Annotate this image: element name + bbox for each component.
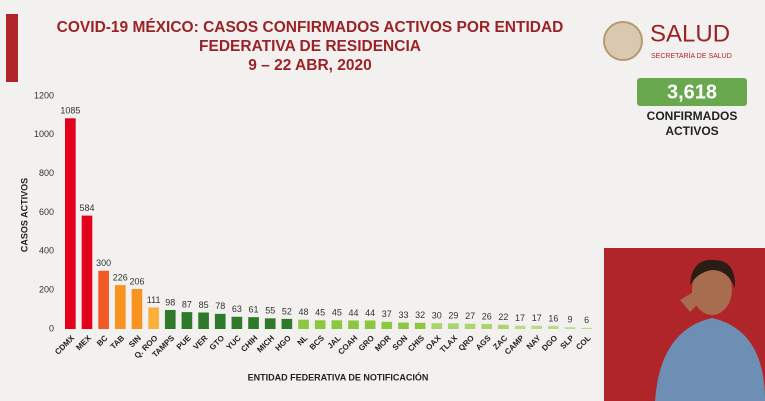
accent-bar [6, 14, 18, 82]
bar [514, 325, 526, 329]
data-label: 206 [129, 276, 144, 286]
data-label: 45 [315, 308, 325, 318]
data-label: 63 [232, 304, 242, 314]
bar [148, 307, 159, 329]
data-label: 30 [432, 311, 442, 321]
bar [381, 321, 393, 329]
data-label: 87 [182, 299, 192, 309]
data-label: 85 [199, 300, 209, 310]
bar [114, 285, 126, 329]
y-tick-label: 600 [39, 207, 54, 217]
badge-caption: CONFIRMADOS [647, 109, 738, 123]
brand: SALUD [650, 20, 730, 47]
x-axis-label: ENTIDAD FEDERATIVA DE NOTIFICACIÓN [248, 371, 429, 382]
data-label: 17 [515, 313, 525, 323]
interpreter-head [692, 265, 732, 315]
data-label: 55 [265, 306, 275, 316]
bar [564, 327, 576, 329]
bar [498, 324, 509, 329]
bar [81, 215, 93, 329]
data-label: 26 [482, 311, 492, 321]
data-label: 584 [79, 203, 94, 213]
data-label: 45 [332, 308, 342, 318]
bar [464, 323, 476, 329]
interpreter-body [655, 318, 765, 401]
badge-value: 3,618 [667, 81, 717, 103]
bar [481, 323, 493, 329]
data-label: 16 [548, 313, 558, 323]
bar [448, 323, 459, 329]
bar [248, 317, 259, 329]
logo-emblem [603, 21, 643, 61]
data-label: 22 [498, 312, 508, 322]
chart-title: FEDERATIVA DE RESIDENCIA [199, 38, 421, 55]
data-label: 29 [448, 311, 458, 321]
data-label: 44 [348, 308, 358, 318]
bar [281, 318, 293, 329]
bar [198, 312, 209, 329]
brand-sub: SECRETARÍA DE SALUD [651, 51, 732, 60]
bar [331, 320, 343, 329]
bar [98, 270, 109, 329]
interpreter [604, 248, 765, 401]
data-label: 17 [532, 313, 542, 323]
bar [164, 309, 176, 329]
y-tick-label: 1200 [34, 90, 54, 100]
bar [348, 320, 359, 329]
data-label: 1085 [60, 106, 80, 116]
y-axis-label: CASOS ACTIVOS [19, 178, 29, 252]
bar [264, 318, 276, 329]
badge-caption: ACTIVOS [665, 124, 718, 138]
data-label: 6 [584, 315, 589, 325]
data-label: 32 [415, 310, 425, 320]
data-label: 48 [299, 307, 309, 317]
y-tick-label: 800 [39, 168, 54, 178]
data-label: 44 [365, 308, 375, 318]
data-label: 98 [165, 297, 175, 307]
chart-title: COVID-19 MÉXICO: CASOS CONFIRMADOS ACTIV… [57, 19, 564, 36]
chart-title: 9 – 22 ABR, 2020 [248, 57, 372, 74]
bar [214, 313, 226, 329]
bar [398, 322, 409, 329]
data-label: 9 [568, 315, 573, 325]
data-label: 78 [215, 301, 225, 311]
bar [531, 325, 543, 329]
bar [414, 322, 426, 329]
bar [298, 319, 309, 329]
bar [64, 118, 76, 330]
badge-box [637, 78, 747, 106]
bar [231, 316, 243, 329]
bar [364, 320, 376, 329]
y-tick-label: 0 [49, 323, 54, 333]
interpreter-hair [690, 259, 736, 288]
data-label: 300 [96, 258, 111, 268]
y-tick-label: 1000 [34, 129, 54, 139]
bar [548, 325, 559, 329]
bar [314, 320, 326, 329]
data-label: 111 [147, 295, 161, 305]
data-label: 27 [465, 311, 475, 321]
interpreter-hand [680, 288, 708, 312]
bar [581, 327, 593, 329]
y-tick-label: 200 [39, 285, 54, 295]
data-label: 226 [113, 272, 128, 282]
bar [181, 312, 193, 329]
data-label: 52 [282, 306, 292, 316]
data-label: 37 [382, 309, 392, 319]
bar [431, 323, 443, 329]
bar [131, 289, 143, 329]
data-label: 33 [398, 310, 408, 320]
data-label: 61 [249, 305, 259, 315]
y-tick-label: 400 [39, 246, 54, 256]
